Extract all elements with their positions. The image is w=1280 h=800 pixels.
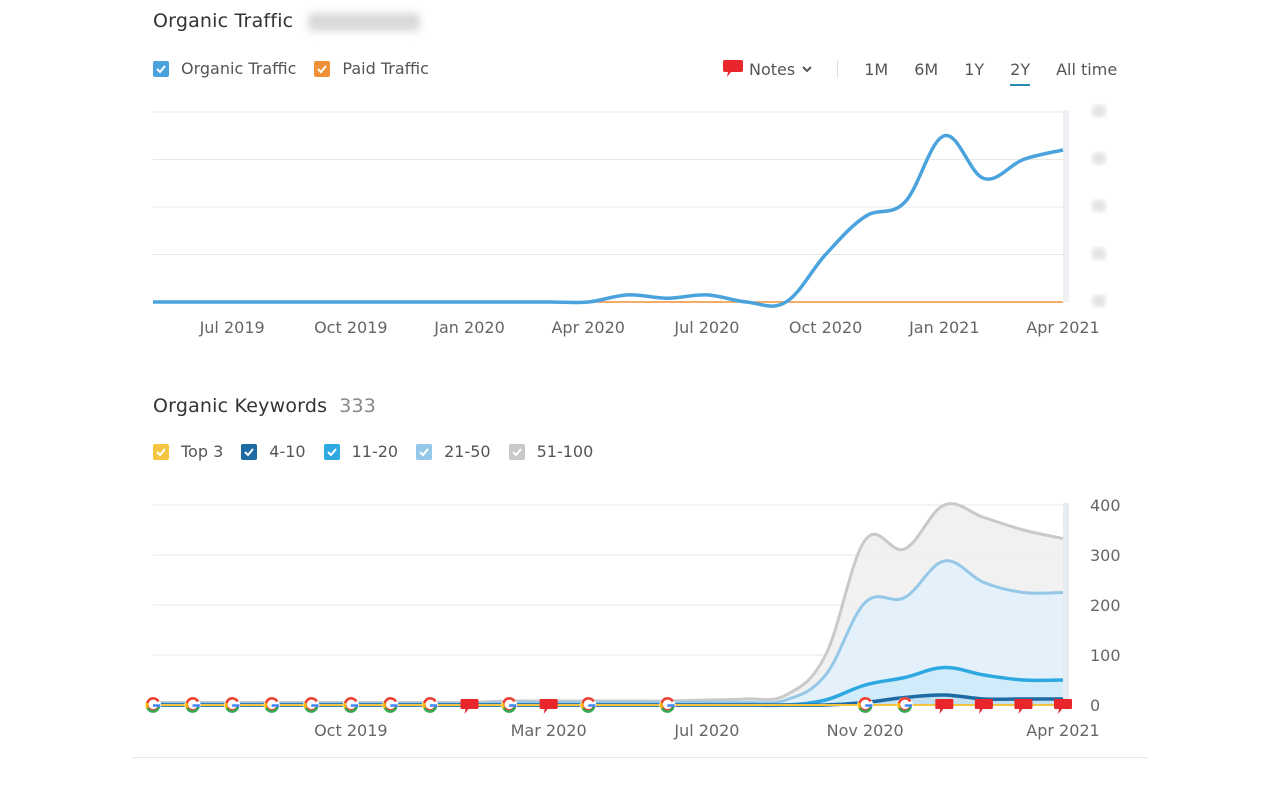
x-tick-label: Jul 2020 bbox=[673, 318, 739, 337]
x-tick-label: Mar 2020 bbox=[511, 721, 587, 740]
checkbox-checked-icon[interactable] bbox=[416, 443, 433, 460]
legend-label: 4-10 bbox=[269, 442, 306, 461]
keywords-count: 333 bbox=[339, 395, 377, 417]
range-1y[interactable]: 1Y bbox=[964, 59, 985, 79]
checkbox-checked-icon[interactable] bbox=[153, 443, 169, 460]
domain-redacted bbox=[307, 12, 420, 31]
note-marker-icon[interactable] bbox=[539, 699, 558, 714]
legend-label: 21-50 bbox=[444, 442, 491, 461]
checkbox-checked-icon[interactable] bbox=[508, 443, 525, 460]
google-update-icon[interactable] bbox=[857, 697, 874, 713]
google-update-icon[interactable] bbox=[896, 697, 913, 713]
note-marker-icon[interactable] bbox=[460, 699, 479, 714]
google-update-icon[interactable] bbox=[501, 697, 518, 713]
x-tick-label: Apr 2021 bbox=[1026, 318, 1099, 337]
legend-11-20[interactable]: 11-20 bbox=[323, 442, 399, 461]
range-6m[interactable]: 6M bbox=[914, 59, 939, 79]
note-marker-icon[interactable] bbox=[1014, 699, 1033, 714]
keywords-chart: 0 100 200 300 400 Oct 2019 Mar 2020 Jul 2020 Nov… bbox=[145, 496, 1121, 740]
note-marker-icon[interactable] bbox=[974, 699, 993, 714]
checkbox-checked-icon[interactable] bbox=[323, 443, 340, 460]
google-update-icon[interactable] bbox=[263, 697, 280, 713]
legend-label: Top 3 bbox=[181, 442, 224, 461]
legend-label: 11-20 bbox=[351, 442, 399, 461]
keywords-legend: Top 3 4-10 11-20 21-50 51-100 bbox=[153, 442, 611, 461]
note-bubble-icon bbox=[723, 60, 743, 77]
y-tick-label: 300 bbox=[1090, 546, 1121, 565]
legend-top-3[interactable]: Top 3 bbox=[153, 442, 223, 461]
legend-51-100[interactable]: 51-100 bbox=[508, 442, 594, 461]
google-update-icon[interactable] bbox=[421, 697, 438, 713]
y-tick-label-obscured bbox=[1092, 295, 1106, 307]
x-tick-label: Apr 2020 bbox=[551, 318, 624, 337]
series-area-51-100 bbox=[153, 503, 1063, 705]
notes-label: Notes bbox=[749, 59, 796, 79]
note-marker-icon[interactable] bbox=[1054, 699, 1072, 714]
series-line-organic-traffic bbox=[153, 133, 1064, 308]
google-update-icon[interactable] bbox=[184, 697, 201, 713]
y-tick-label-obscured bbox=[1092, 200, 1106, 212]
x-tick-label: Oct 2020 bbox=[789, 318, 862, 337]
y-tick-label-obscured bbox=[1092, 152, 1106, 165]
x-tick-label: Jan 2021 bbox=[908, 318, 979, 337]
keywords-title-row: Organic Keywords 333 bbox=[153, 395, 376, 417]
y-tick-label-obscured bbox=[1092, 247, 1106, 260]
google-update-icon[interactable] bbox=[580, 697, 597, 713]
google-update-icon[interactable] bbox=[145, 697, 161, 713]
legend-paid-traffic[interactable]: Paid Traffic bbox=[314, 59, 429, 78]
traffic-chart: Jul 2019 Oct 2019 Jan 2020 Apr 2020 Jul 2020… bbox=[153, 105, 1106, 337]
chevron-down-icon bbox=[802, 66, 812, 73]
legend-label: Organic Traffic bbox=[181, 59, 297, 78]
google-update-icon[interactable] bbox=[224, 697, 241, 713]
scroll-edge bbox=[1063, 110, 1069, 302]
x-tick-label: Nov 2020 bbox=[827, 721, 904, 740]
y-tick-label: 400 bbox=[1090, 496, 1121, 515]
y-tick-label: 200 bbox=[1090, 596, 1121, 615]
checkbox-checked-icon[interactable] bbox=[314, 60, 331, 77]
legend-4-10[interactable]: 4-10 bbox=[241, 442, 306, 461]
traffic-title-row: Organic Traffic bbox=[153, 10, 420, 32]
google-update-icon[interactable] bbox=[382, 697, 399, 713]
divider bbox=[837, 60, 839, 78]
checkbox-checked-icon[interactable] bbox=[153, 60, 169, 77]
google-update-icon[interactable] bbox=[659, 697, 676, 713]
legend-label: 51-100 bbox=[536, 442, 594, 461]
traffic-legend: Organic Traffic Paid Traffic bbox=[153, 59, 447, 78]
x-tick-label: Jan 2020 bbox=[433, 318, 504, 337]
x-tick-label: Jul 2019 bbox=[199, 318, 265, 337]
time-range-controls: Notes 1M 6M 1Y 2Y All time bbox=[722, 59, 1118, 86]
x-tick-label: Apr 2021 bbox=[1026, 721, 1099, 740]
legend-label: Paid Traffic bbox=[342, 59, 429, 78]
x-tick-label: Oct 2019 bbox=[314, 721, 387, 740]
google-update-icon[interactable] bbox=[303, 697, 320, 713]
legend-21-50[interactable]: 21-50 bbox=[416, 442, 491, 461]
series-area-21-50 bbox=[153, 560, 1063, 705]
checkbox-checked-icon[interactable] bbox=[241, 443, 258, 460]
y-tick-label-obscured bbox=[1092, 105, 1106, 117]
google-update-icon[interactable] bbox=[342, 697, 359, 713]
notes-dropdown[interactable]: Notes bbox=[722, 59, 813, 79]
y-tick-label: 100 bbox=[1090, 646, 1121, 665]
note-marker-icon[interactable] bbox=[935, 699, 954, 714]
range-all-time[interactable]: All time bbox=[1056, 59, 1118, 79]
traffic-title: Organic Traffic bbox=[153, 10, 294, 32]
range-1m[interactable]: 1M bbox=[864, 59, 889, 79]
scroll-edge bbox=[1063, 503, 1069, 705]
legend-organic-traffic[interactable]: Organic Traffic bbox=[153, 59, 296, 78]
x-tick-label: Jul 2020 bbox=[673, 721, 739, 740]
y-tick-label: 0 bbox=[1090, 696, 1100, 715]
section-divider bbox=[132, 757, 1148, 758]
range-2y[interactable]: 2Y bbox=[1010, 59, 1031, 86]
keywords-title: Organic Keywords bbox=[153, 395, 328, 417]
x-tick-label: Oct 2019 bbox=[314, 318, 387, 337]
